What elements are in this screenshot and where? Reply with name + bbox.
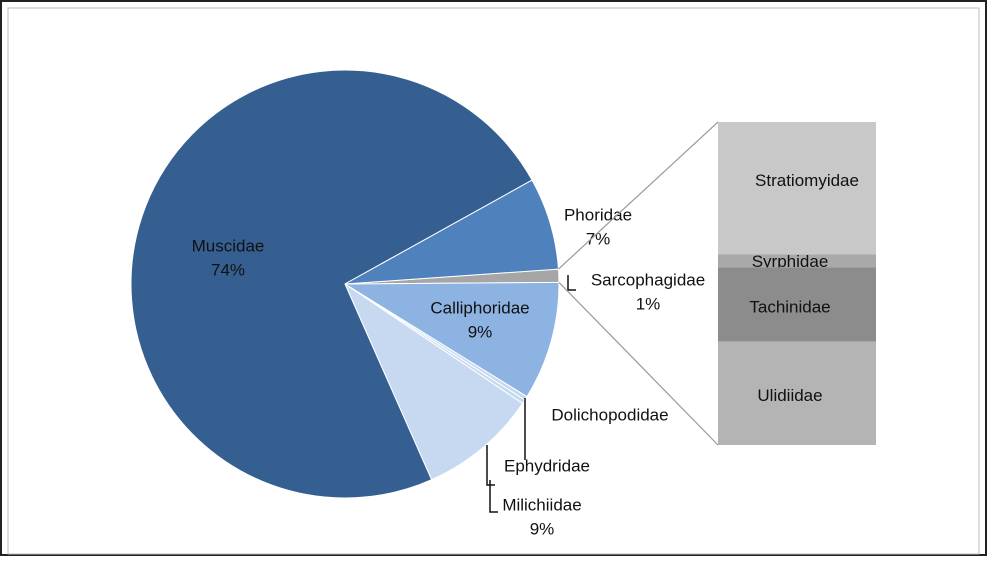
- bar-segment: [718, 341, 876, 445]
- bar-label: Ulidiidae: [757, 386, 822, 405]
- connector-line: [558, 282, 719, 446]
- slice-label: Milichiidae: [502, 495, 581, 514]
- slice-label: Muscidae: [192, 236, 265, 255]
- slice-value-label: 9%: [530, 519, 555, 538]
- pie-slice: [343, 281, 560, 398]
- bar-segment: [718, 122, 876, 255]
- slice-label: Sarcophagidae: [591, 270, 705, 289]
- leader-line: [567, 275, 576, 291]
- pie-slice: [130, 69, 533, 499]
- bar-segment: [718, 267, 876, 342]
- slice-label: Phoridae: [564, 205, 632, 224]
- slice-value-label: 9%: [468, 322, 493, 341]
- slice-value-label: 7%: [586, 229, 611, 248]
- leader-line: [489, 480, 498, 513]
- bar-segment: [718, 254, 876, 268]
- bar-label: Tachinidae: [749, 298, 830, 317]
- slice-value-label: 74%: [211, 260, 245, 279]
- leader-line: [486, 445, 495, 486]
- slice-label: Dolichopodidae: [551, 405, 668, 424]
- inner-frame: [7, 7, 980, 555]
- bar-label: Stratiomyidae: [755, 171, 859, 190]
- slice-label: Calliphoridae: [430, 298, 529, 317]
- connector-line: [558, 121, 719, 270]
- slice-value-label: 1%: [636, 294, 661, 313]
- bar-label: Syrphidae: [752, 252, 829, 271]
- slice-label: Ephydridae: [504, 456, 590, 475]
- pie-slice: [343, 282, 524, 481]
